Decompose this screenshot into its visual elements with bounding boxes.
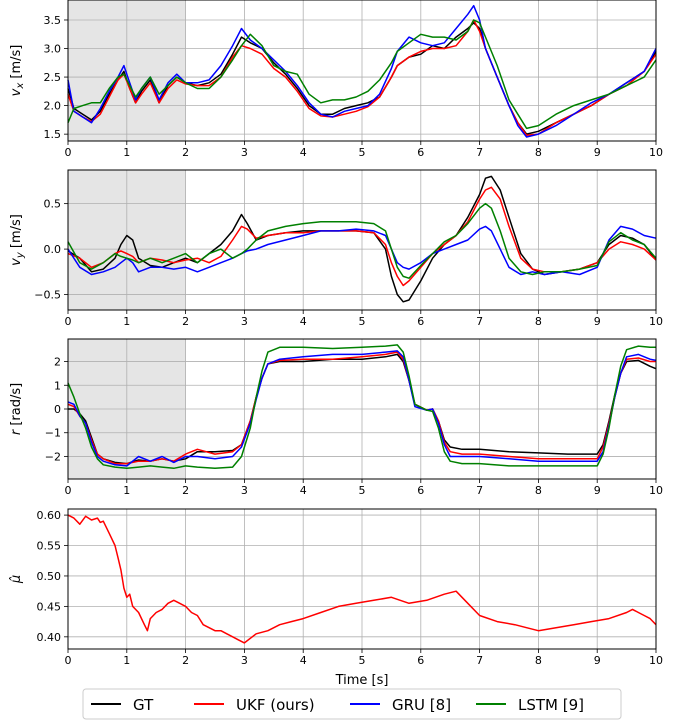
x-axis-label: Time [s] xyxy=(335,673,389,688)
x-tick-label: 4 xyxy=(300,315,307,328)
series-line-gru-8 xyxy=(67,4,657,138)
x-tick-label: 10 xyxy=(649,484,663,497)
series-line-ukf-ours xyxy=(67,351,656,465)
y-tick-label: −1 xyxy=(45,427,61,440)
y-tick-label: −0.5 xyxy=(34,289,61,302)
y-tick-label: 0.40 xyxy=(37,631,62,644)
x-tick-label: 5 xyxy=(359,654,366,667)
x-tick-label: 10 xyxy=(649,654,663,667)
legend: GT UKF (ours) GRU [8] LSTM [9] xyxy=(82,688,622,720)
x-tick-label: 7 xyxy=(476,146,483,159)
x-tick-label: 4 xyxy=(300,484,307,497)
x-tick-label: 6 xyxy=(417,315,424,328)
x-tick-label: 8 xyxy=(535,315,542,328)
panel-2: 0 1 2 3 4 5 6 7 8 9 10 −2 −1 0 1 2 r [rad/s] xyxy=(9,338,663,497)
series-line-gru-8 xyxy=(67,225,657,276)
y-tick-label: 0.5 xyxy=(44,198,62,211)
series-line-ukf-ours xyxy=(67,19,657,137)
x-tick-label: 6 xyxy=(417,654,424,667)
x-tick-label: 8 xyxy=(535,146,542,159)
panel-0: 0 1 2 3 4 5 6 7 8 9 10 1.5 2.0 2.5 3.0 3.5 vx [m/s] xyxy=(9,0,663,159)
x-tick-label: 1 xyxy=(123,484,130,497)
y-tick-label: 1 xyxy=(54,379,61,392)
y-tick-label: 2.0 xyxy=(44,100,62,113)
y-tick-label: 1.5 xyxy=(44,128,62,141)
y-tick-label: 2 xyxy=(54,356,61,369)
y-axis-label-3: μ̂ xyxy=(9,575,24,584)
x-tick-label: 5 xyxy=(359,484,366,497)
x-tick-label: 3 xyxy=(241,654,248,667)
y-tick-label: 0.0 xyxy=(44,243,62,256)
x-tick-label: 1 xyxy=(123,315,130,328)
series-line-lstm-9 xyxy=(67,344,656,470)
y-axis-label-0: vx [m/s] xyxy=(9,45,26,97)
x-tick-label: 3 xyxy=(241,315,248,328)
x-tick-label: 4 xyxy=(300,654,307,667)
x-tick-label: 5 xyxy=(359,146,366,159)
x-tick-label: 8 xyxy=(535,484,542,497)
x-tick-label: 0 xyxy=(65,315,72,328)
x-tick-label: 2 xyxy=(182,654,189,667)
x-tick-label: 10 xyxy=(649,315,663,328)
y-tick-label: 0.55 xyxy=(37,540,62,553)
panel-3: 0 1 2 3 4 5 6 7 8 9 10 0.40 0.45 0.50 0.55 0.60 μ̂ xyxy=(9,508,663,667)
x-tick-label: 2 xyxy=(182,315,189,328)
x-tick-label: 9 xyxy=(594,654,601,667)
x-tick-label: 1 xyxy=(123,146,130,159)
x-tick-label: 5 xyxy=(359,315,366,328)
x-tick-label: 9 xyxy=(594,146,601,159)
series-line-lstm-9 xyxy=(67,202,657,279)
x-tick-label: 6 xyxy=(417,484,424,497)
x-tick-label: 8 xyxy=(535,654,542,667)
y-tick-label: −2 xyxy=(45,450,61,463)
x-tick-label: 7 xyxy=(476,484,483,497)
x-tick-label: 4 xyxy=(300,146,307,159)
series-line-gru-8 xyxy=(67,350,657,467)
panels: 0 1 2 3 4 5 6 7 8 9 101.52.02.53.03.5vx [m/s]0 1 2 3 4… xyxy=(9,0,663,667)
y-tick-label: 3.0 xyxy=(44,43,62,56)
x-tick-label: 3 xyxy=(241,484,248,497)
y-tick-label: 3.5 xyxy=(44,14,62,27)
x-tick-label: 7 xyxy=(476,315,483,328)
legend-label-lstm: LSTM [9] xyxy=(518,696,584,714)
series-line-ukf-ours xyxy=(67,514,657,644)
panel-1: 0 1 2 3 4 5 6 7 8 9 10 −0.5 0.0 0.5 vy [m/s] xyxy=(9,169,663,328)
series-line-lstm-9 xyxy=(67,19,657,130)
y-axis-label-1: vy [m/s] xyxy=(9,214,26,266)
x-tick-label: 10 xyxy=(649,146,663,159)
x-tick-label: 2 xyxy=(182,146,189,159)
x-tick-label: 9 xyxy=(594,315,601,328)
legend-label-gt: GT xyxy=(133,696,154,714)
y-tick-label: 2.5 xyxy=(44,71,62,84)
y-tick-label: 0.45 xyxy=(37,600,62,613)
y-tick-label: 0.50 xyxy=(37,570,62,583)
y-tick-label: 0.60 xyxy=(37,509,62,522)
legend-label-gru: GRU [8] xyxy=(392,696,451,714)
legend-label-ukf: UKF (ours) xyxy=(236,696,315,714)
x-tick-label: 2 xyxy=(182,484,189,497)
x-tick-label: 9 xyxy=(594,484,601,497)
x-tick-label: 0 xyxy=(65,654,72,667)
x-tick-label: 3 xyxy=(241,146,248,159)
x-tick-label: 6 xyxy=(417,146,424,159)
y-tick-label: 0 xyxy=(54,403,61,416)
x-tick-label: 0 xyxy=(65,146,72,159)
y-axis-label-2: r [rad/s] xyxy=(9,383,24,435)
x-tick-label: 0 xyxy=(65,484,72,497)
x-tick-label: 1 xyxy=(123,654,130,667)
x-tick-label: 7 xyxy=(476,654,483,667)
